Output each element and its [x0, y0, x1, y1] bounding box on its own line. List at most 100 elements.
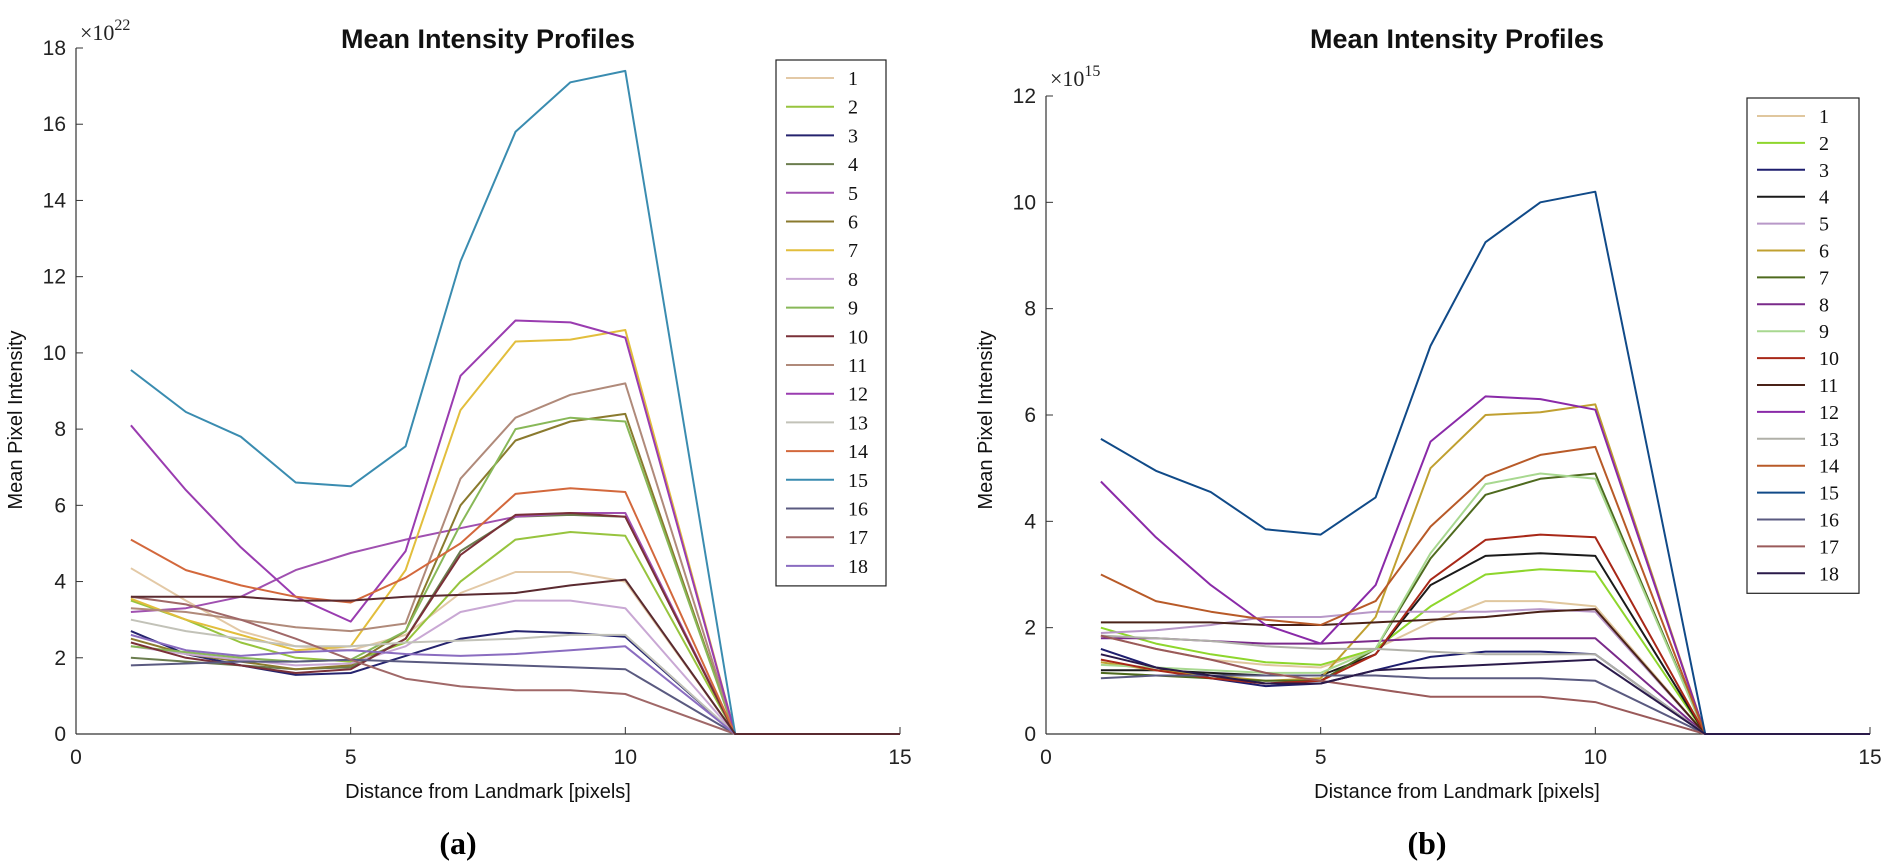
series-line-11 [1100, 608, 1870, 735]
y-tick-label: 0 [1024, 723, 1036, 746]
legend-box [775, 59, 887, 587]
legend-label-15: 15 [848, 470, 868, 492]
y-tick-label: 10 [1013, 191, 1036, 214]
y-tick-label: 4 [1024, 510, 1036, 533]
x-tick-label: 5 [1315, 746, 1327, 769]
series-line-12 [130, 319, 900, 735]
series-line-9 [130, 416, 900, 735]
series-line-14 [130, 487, 900, 735]
chart-title-a: Mean Intensity Profiles [341, 24, 635, 54]
series-line-2 [130, 531, 900, 735]
y-tick-label: 16 [43, 113, 66, 136]
legend-label-5: 5 [848, 183, 858, 205]
x-tick-label: 10 [1584, 746, 1607, 769]
legend-label-6: 6 [848, 212, 858, 234]
legend-label-16: 16 [1819, 510, 1839, 532]
legend-label-3: 3 [848, 125, 858, 147]
series-line-16 [130, 658, 900, 735]
legend-label-4: 4 [848, 154, 858, 176]
legend-label-2: 2 [1819, 133, 1829, 155]
legend-label-17: 17 [1819, 536, 1839, 558]
y-tick-label: 2 [54, 647, 66, 670]
series-line-extra [130, 578, 900, 735]
series-lines-b [1100, 190, 1870, 735]
y-tick-label: 6 [1024, 404, 1036, 427]
legend-label-11: 11 [1819, 375, 1838, 397]
series-line-5 [1100, 608, 1870, 735]
y-tick-label: 18 [43, 37, 66, 60]
y-tick-label: 0 [54, 723, 66, 746]
legend-label-5: 5 [1819, 214, 1829, 236]
caption-a: (a) [439, 825, 476, 861]
legend-label-14: 14 [1819, 456, 1839, 478]
series-line-13 [1100, 634, 1870, 735]
x-tick-label: 10 [614, 746, 637, 769]
series-line-9 [1100, 472, 1870, 735]
series-line-8 [130, 599, 900, 735]
legend-box [1746, 97, 1860, 594]
y-axis-label-b: Mean Pixel Intensity [975, 331, 997, 510]
legend-label-3: 3 [1819, 160, 1829, 182]
y-tick-label: 6 [54, 494, 66, 517]
x-tick-label: 15 [1858, 746, 1881, 769]
y-tick-label: 12 [43, 266, 66, 289]
x-axis-label-b: Distance from Landmark [pixels] [1314, 781, 1600, 803]
chart-panel-a: Mean Intensity Profiles ×1022 Mean Pixel… [5, 17, 912, 861]
chart-title-b: Mean Intensity Profiles [1310, 24, 1604, 54]
series-line-13 [130, 618, 900, 735]
y-tick-label: 8 [1024, 298, 1036, 321]
series-line-10 [1100, 533, 1870, 735]
series-line-15 [1100, 190, 1870, 735]
legend-label-18: 18 [848, 556, 868, 578]
series-line-17 [130, 595, 900, 735]
legend-label-9: 9 [1819, 321, 1829, 343]
legend-label-12: 12 [848, 384, 868, 406]
legend-label-6: 6 [1819, 241, 1829, 263]
legend-label-14: 14 [848, 441, 868, 463]
series-line-5 [130, 512, 900, 735]
x-tick-label: 0 [1040, 746, 1052, 769]
caption-b: (b) [1407, 825, 1446, 861]
series-line-14 [1100, 445, 1870, 735]
legend-label-12: 12 [1819, 402, 1839, 424]
y-tick-label: 14 [43, 189, 67, 212]
x-tick-label: 0 [70, 746, 82, 769]
series-line-15 [130, 69, 900, 735]
series-line-12 [1100, 395, 1870, 735]
y-axis-label-a: Mean Pixel Intensity [5, 331, 27, 510]
legend-label-7: 7 [1819, 267, 1829, 289]
legend-label-10: 10 [848, 326, 868, 348]
series-lines-a [130, 69, 900, 735]
legend-label-10: 10 [1819, 348, 1839, 370]
legend-label-18: 18 [1819, 563, 1839, 585]
series-line-6 [130, 412, 900, 735]
plot-area-a [76, 48, 900, 734]
y-tick-label: 4 [54, 571, 66, 594]
y-tick-label: 12 [1013, 85, 1036, 108]
series-line-2 [1100, 568, 1870, 735]
legend-label-16: 16 [848, 499, 868, 521]
series-line-17 [1100, 634, 1870, 735]
y-multiplier-b: ×1015 [1050, 63, 1100, 91]
legend-label-13: 13 [1819, 429, 1839, 451]
legend-label-7: 7 [848, 240, 858, 262]
y-tick-label: 2 [1024, 617, 1036, 640]
legend-label-13: 13 [848, 412, 868, 434]
legend-label-1: 1 [848, 68, 858, 90]
legend-label-4: 4 [1819, 187, 1829, 209]
series-line-7 [130, 329, 900, 735]
series-line-16 [1100, 674, 1870, 735]
legend-label-2: 2 [848, 97, 858, 119]
y-multiplier-a: ×1022 [80, 17, 130, 45]
series-line-18 [130, 633, 900, 735]
legend-label-17: 17 [848, 527, 868, 549]
x-tick-label: 5 [345, 746, 357, 769]
legend-label-9: 9 [848, 298, 858, 320]
chart-panel-b: Mean Intensity Profiles ×1015 Mean Pixel… [975, 24, 1882, 861]
legend-label-1: 1 [1819, 106, 1829, 128]
x-axis-label-a: Distance from Landmark [pixels] [345, 781, 631, 803]
